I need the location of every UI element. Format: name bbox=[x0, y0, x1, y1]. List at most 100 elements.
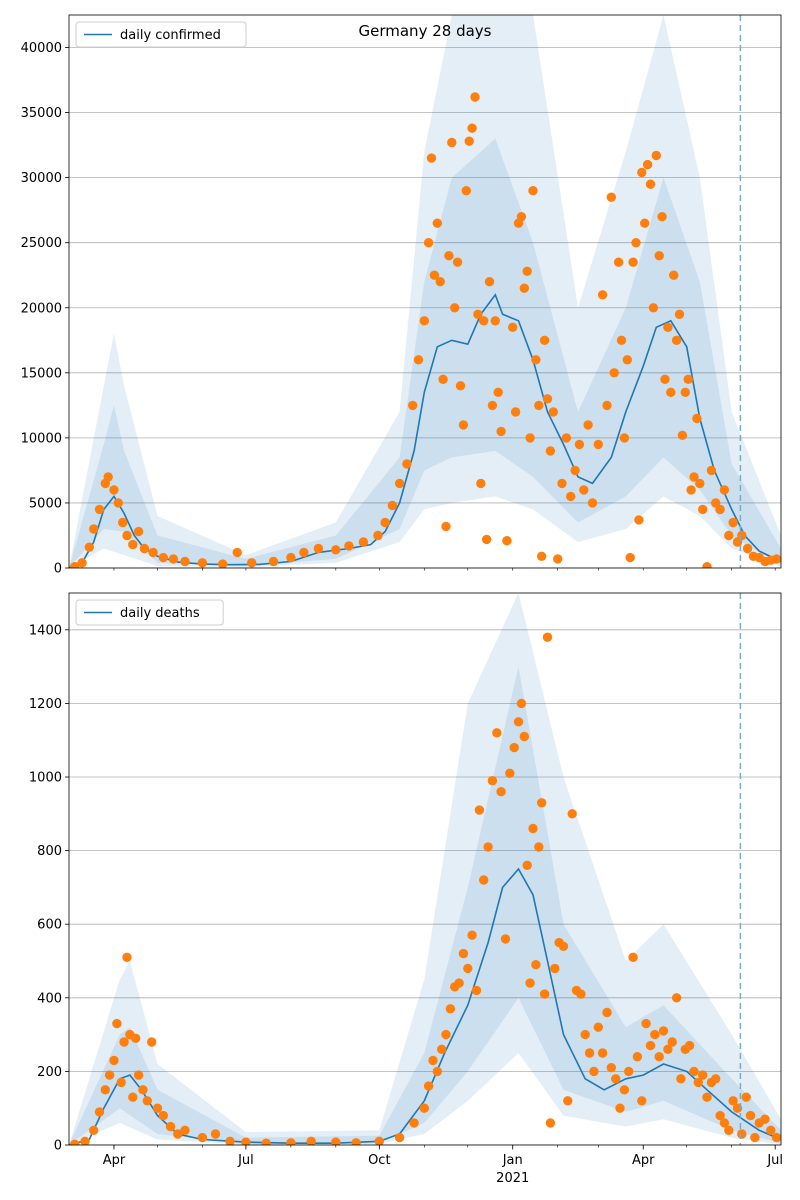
y-tick-label: 30000 bbox=[21, 171, 62, 186]
data-point bbox=[152, 1103, 163, 1113]
data-point bbox=[286, 552, 296, 563]
data-point bbox=[563, 1096, 573, 1106]
uncertainty-band bbox=[69, 15, 781, 568]
data-point bbox=[458, 948, 469, 959]
data-point bbox=[537, 798, 547, 808]
data-point bbox=[112, 1018, 122, 1029]
y-tick-label: 1400 bbox=[29, 623, 62, 638]
y-tick-label: 5000 bbox=[29, 496, 62, 511]
data-point bbox=[128, 539, 138, 550]
data-point bbox=[173, 1129, 183, 1139]
data-point bbox=[429, 270, 440, 280]
data-point bbox=[531, 960, 541, 970]
data-point bbox=[641, 1018, 651, 1029]
data-point bbox=[77, 558, 87, 568]
confirmed-chart-panel: 0 5000 10000 15000 20000 25000 30000 35000 40000… bbox=[21, 14, 782, 577]
data-point bbox=[632, 1052, 643, 1062]
data-point bbox=[426, 153, 437, 163]
data-point bbox=[613, 257, 624, 267]
data-point bbox=[663, 1044, 673, 1055]
data-point bbox=[138, 1085, 148, 1095]
data-point bbox=[539, 989, 550, 999]
data-point bbox=[441, 521, 451, 532]
data-point bbox=[225, 1136, 235, 1145]
data-point bbox=[666, 387, 676, 397]
data-point bbox=[331, 545, 341, 555]
data-point bbox=[473, 309, 483, 319]
x-tick-label: Jul bbox=[766, 1153, 783, 1168]
data-point bbox=[519, 731, 529, 742]
data-point bbox=[470, 92, 480, 102]
data-point bbox=[542, 632, 553, 642]
data-point bbox=[158, 1110, 168, 1121]
data-point bbox=[689, 472, 699, 482]
data-point bbox=[760, 1114, 770, 1124]
data-point bbox=[450, 303, 460, 313]
data-point bbox=[502, 536, 512, 546]
data-point bbox=[180, 1125, 190, 1136]
data-point bbox=[698, 504, 708, 515]
data-point bbox=[671, 335, 682, 345]
data-point bbox=[728, 517, 738, 528]
x-tick-label: Apr bbox=[632, 1153, 655, 1168]
data-point bbox=[387, 500, 398, 511]
data-point bbox=[534, 842, 544, 852]
data-point bbox=[428, 1055, 438, 1066]
y-tick-label: 200 bbox=[37, 1065, 62, 1080]
data-point bbox=[103, 472, 113, 482]
data-point bbox=[513, 717, 524, 727]
data-point bbox=[550, 963, 560, 974]
data-point bbox=[539, 335, 550, 345]
data-point bbox=[104, 1070, 115, 1080]
data-point bbox=[487, 400, 498, 411]
data-point bbox=[702, 1092, 712, 1102]
data-point bbox=[689, 1066, 699, 1077]
legend-box bbox=[75, 599, 224, 626]
uncertainty-band bbox=[69, 666, 781, 1145]
data-point bbox=[606, 1063, 616, 1073]
data-point bbox=[525, 433, 535, 443]
data-point bbox=[611, 1074, 621, 1084]
data-point bbox=[438, 374, 448, 384]
data-point bbox=[677, 430, 688, 440]
data-point bbox=[771, 1132, 781, 1143]
data-point bbox=[715, 504, 725, 515]
data-point bbox=[432, 1066, 442, 1077]
data-point bbox=[474, 805, 485, 815]
data-point bbox=[516, 698, 527, 709]
data-point bbox=[737, 530, 747, 541]
uncertainty-band bbox=[69, 593, 781, 1145]
data-point bbox=[84, 542, 95, 552]
data-point bbox=[587, 498, 598, 508]
data-point bbox=[133, 526, 144, 537]
data-point bbox=[602, 400, 612, 411]
data-point bbox=[113, 498, 124, 508]
data-point bbox=[509, 742, 519, 753]
data-point bbox=[286, 1138, 296, 1145]
legend: daily deaths bbox=[75, 599, 224, 626]
data-point bbox=[441, 1029, 451, 1040]
data-point bbox=[658, 1026, 669, 1036]
data-point bbox=[423, 238, 434, 248]
data-point bbox=[693, 1077, 703, 1088]
uncertainty-band bbox=[69, 138, 781, 568]
data-point bbox=[640, 218, 650, 228]
data-point bbox=[628, 952, 638, 962]
data-point bbox=[695, 478, 705, 489]
data-point bbox=[615, 1103, 625, 1113]
data-point bbox=[458, 420, 469, 430]
data-point bbox=[597, 290, 608, 300]
data-point bbox=[597, 1048, 608, 1058]
data-point bbox=[119, 1037, 129, 1047]
legend-label: daily deaths bbox=[120, 606, 200, 621]
data-point bbox=[464, 136, 474, 146]
data-point bbox=[724, 530, 734, 541]
data-point bbox=[566, 491, 576, 502]
data-point bbox=[483, 842, 493, 852]
data-point bbox=[728, 1096, 738, 1106]
data-point bbox=[602, 1007, 612, 1018]
data-point bbox=[680, 387, 690, 397]
data-point bbox=[628, 257, 638, 267]
x-tick-label: Oct bbox=[368, 1153, 390, 1168]
data-point bbox=[94, 1107, 105, 1117]
